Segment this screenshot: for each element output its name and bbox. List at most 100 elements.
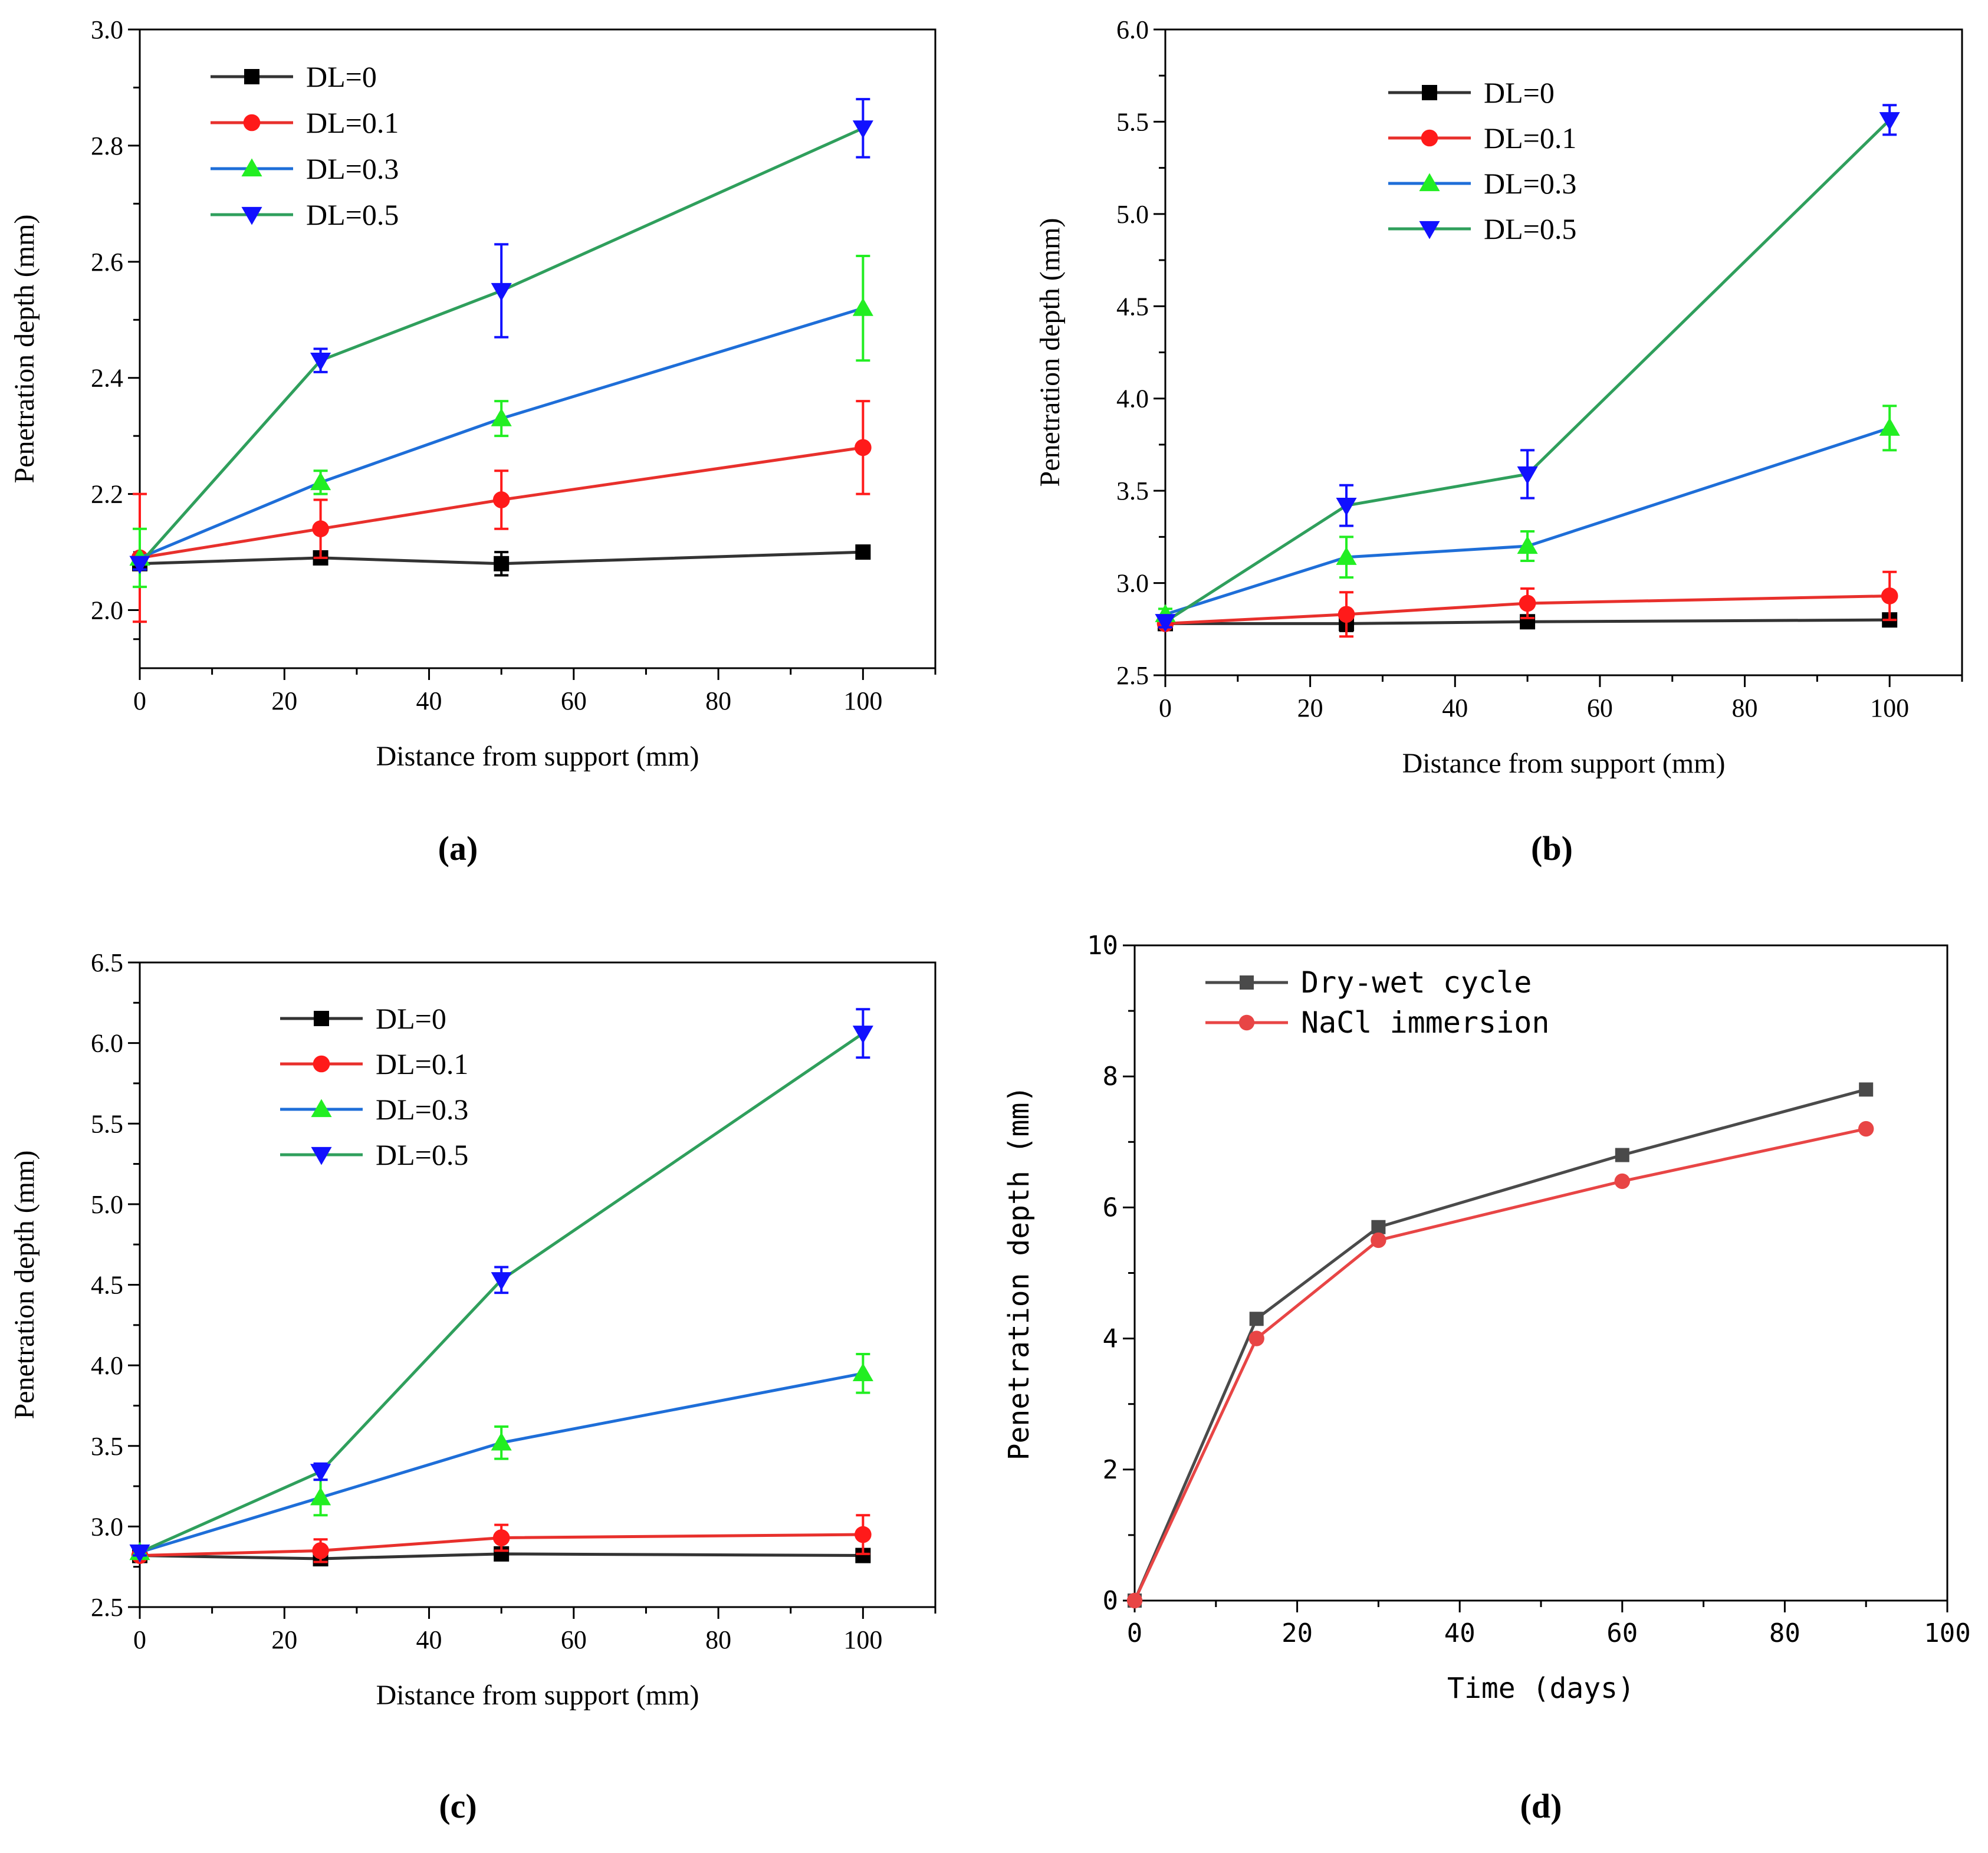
data-point bbox=[312, 1542, 329, 1559]
data-point bbox=[492, 1529, 510, 1546]
data-point bbox=[1338, 606, 1355, 623]
legend-marker bbox=[1419, 173, 1440, 192]
series-line bbox=[1165, 426, 1890, 616]
legend-label: DL=0.3 bbox=[306, 152, 399, 185]
data-point bbox=[1155, 614, 1176, 632]
panel-label: (c) bbox=[439, 1787, 477, 1825]
series-dl-0-3: DL=0.3 bbox=[129, 1093, 873, 1560]
x-tick-label: 80 bbox=[1769, 1618, 1800, 1648]
chart-panel-b: 0 20 40 60 80 100 2.5 3.0 3.5 4.0 4.5 5.0 5.5 6.0 Dist… bbox=[1034, 15, 1963, 868]
series-nacl-immersion: NaCl immersion bbox=[1126, 1006, 1874, 1609]
y-tick-label: 5.5 bbox=[91, 1109, 123, 1138]
data-point bbox=[1371, 1220, 1386, 1234]
series-dl-0-3: DL=0.3 bbox=[1155, 167, 1900, 622]
series-line bbox=[139, 1552, 863, 1560]
data-point bbox=[310, 353, 331, 371]
x-tick-label: 40 bbox=[416, 686, 442, 715]
series-dl-0-1: DL=0.1 bbox=[131, 106, 872, 623]
data-point bbox=[1336, 547, 1357, 565]
data-point bbox=[1249, 1312, 1264, 1326]
x-tick-label: 0 bbox=[133, 1625, 146, 1654]
y-tick-label: 4.5 bbox=[1116, 292, 1149, 321]
y-tick-label: 2 bbox=[1103, 1455, 1119, 1485]
data-point bbox=[852, 1363, 873, 1381]
legend-marker bbox=[1419, 221, 1440, 239]
y-tick-label: 8 bbox=[1103, 1062, 1119, 1092]
series-line bbox=[139, 127, 864, 565]
data-point bbox=[491, 1272, 512, 1290]
panel-label: (d) bbox=[1520, 1787, 1562, 1825]
series-line bbox=[1133, 1088, 1867, 1601]
y-tick-label: 5.5 bbox=[1116, 107, 1149, 136]
data-point bbox=[855, 544, 871, 560]
x-axis-label: Time (days) bbox=[1447, 1672, 1635, 1705]
series-line bbox=[1165, 618, 1890, 625]
data-point bbox=[491, 1432, 512, 1451]
y-tick-label: 3.0 bbox=[91, 15, 123, 44]
legend-label: DL=0.3 bbox=[376, 1093, 468, 1126]
panel-label: (b) bbox=[1531, 829, 1573, 868]
data-point bbox=[492, 491, 510, 508]
y-tick-label: 4.5 bbox=[91, 1271, 123, 1300]
x-tick-label: 80 bbox=[705, 1625, 731, 1654]
x-axis-label: Distance from support (mm) bbox=[376, 1680, 699, 1711]
y-axis-label: Penetration depth (mm) bbox=[9, 1151, 40, 1420]
series-line bbox=[139, 446, 863, 560]
series-line bbox=[139, 1032, 864, 1554]
data-point bbox=[1859, 1082, 1874, 1097]
x-tick-label: 80 bbox=[1732, 694, 1758, 722]
y-tick-label: 4.0 bbox=[1116, 385, 1149, 413]
plot-frame bbox=[139, 961, 937, 1608]
data-point bbox=[852, 1026, 873, 1044]
y-tick-label: 2.2 bbox=[91, 480, 123, 509]
y-tick-label: 4 bbox=[1103, 1324, 1119, 1354]
legend-label: Dry-wet cycle bbox=[1301, 965, 1532, 1000]
x-tick-label: 100 bbox=[1924, 1618, 1970, 1648]
y-tick-label: 0 bbox=[1103, 1586, 1119, 1616]
legend-marker bbox=[244, 69, 259, 84]
series-line bbox=[139, 1533, 863, 1558]
data-point bbox=[129, 556, 150, 574]
x-tick-label: 100 bbox=[1870, 694, 1909, 722]
legend-label: DL=0.5 bbox=[376, 1138, 468, 1171]
data-point bbox=[312, 520, 329, 538]
y-axis-label: Penetration depth (mm) bbox=[1003, 1086, 1036, 1461]
data-point bbox=[1879, 418, 1900, 436]
legend-marker bbox=[241, 206, 262, 225]
data-point bbox=[1879, 112, 1900, 130]
data-point bbox=[855, 439, 872, 456]
data-point bbox=[1517, 466, 1538, 485]
y-tick-label: 6.0 bbox=[91, 1029, 123, 1058]
x-tick-label: 40 bbox=[1444, 1618, 1476, 1648]
legend-label: DL=0 bbox=[1484, 76, 1555, 109]
data-point bbox=[1519, 594, 1536, 612]
x-tick-label: 20 bbox=[271, 686, 297, 715]
y-tick-label: 2.8 bbox=[91, 132, 123, 160]
x-tick-label: 60 bbox=[1606, 1618, 1638, 1648]
y-tick-label: 2.4 bbox=[91, 364, 123, 393]
x-axis-label: Distance from support (mm) bbox=[376, 741, 699, 772]
x-tick-label: 60 bbox=[561, 686, 587, 715]
series-dl-0-1: DL=0.1 bbox=[131, 1047, 872, 1564]
data-point bbox=[310, 1487, 331, 1506]
legend-label: DL=0.1 bbox=[306, 106, 399, 139]
series-line bbox=[1164, 119, 1891, 623]
legend-label: DL=0.1 bbox=[1484, 121, 1576, 155]
series-dl-0-5: DL=0.5 bbox=[129, 1008, 873, 1563]
y-tick-label: 2.0 bbox=[91, 596, 123, 625]
data-point bbox=[1615, 1148, 1629, 1162]
y-tick-label: 5.0 bbox=[91, 1190, 123, 1219]
y-tick-label: 6 bbox=[1103, 1192, 1119, 1223]
legend-label: DL=0.1 bbox=[376, 1047, 468, 1080]
series-line bbox=[139, 1372, 863, 1554]
data-point bbox=[1614, 1173, 1630, 1190]
data-point bbox=[129, 1544, 150, 1563]
legend-marker bbox=[311, 1099, 332, 1118]
x-tick-label: 0 bbox=[1159, 694, 1172, 722]
legend-label: DL=0 bbox=[306, 60, 377, 93]
x-tick-label: 20 bbox=[1297, 694, 1323, 722]
y-tick-label: 3.5 bbox=[91, 1432, 123, 1461]
legend-label: DL=0 bbox=[376, 1002, 446, 1035]
y-tick-label: 2.6 bbox=[91, 248, 123, 277]
